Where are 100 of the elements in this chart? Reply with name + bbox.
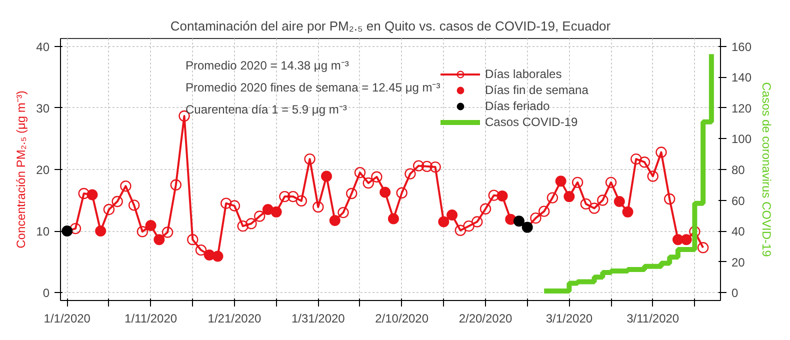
y-tick-label: 10 xyxy=(36,224,50,238)
annotation: Promedio 2020 = 14.38 μg m⁻³ xyxy=(186,58,349,72)
x-tick-label: 2/10/2020 xyxy=(375,312,429,326)
y2-tick-label: 60 xyxy=(732,194,746,208)
point xyxy=(555,176,566,187)
point xyxy=(446,210,458,220)
point xyxy=(396,187,408,198)
y2-tick-label: 40 xyxy=(732,224,746,238)
point xyxy=(254,210,266,222)
x-tick-label: 3/1/2020 xyxy=(546,312,593,326)
y-axis-title: Concentración PM₂.₅ (μg m⁻³) xyxy=(14,90,28,248)
point xyxy=(304,153,316,165)
point xyxy=(412,160,424,172)
point xyxy=(697,242,709,254)
point xyxy=(638,156,650,168)
point xyxy=(270,206,282,218)
point xyxy=(212,250,224,262)
point xyxy=(404,168,416,180)
point xyxy=(388,213,399,224)
point xyxy=(312,201,324,213)
y2-axis-title: Casos de coronavirus COVID-19 xyxy=(760,82,774,258)
point xyxy=(287,190,299,202)
point xyxy=(346,188,358,200)
annotation: Cuarentena día 1 = 5.9 μg m⁻³ xyxy=(186,102,347,116)
point xyxy=(614,196,625,207)
y-tick-label: 0 xyxy=(42,286,50,300)
point xyxy=(329,215,340,226)
point xyxy=(228,200,240,212)
x-tick-label: 1/11/2020 xyxy=(124,312,178,326)
point xyxy=(145,220,156,231)
point xyxy=(480,203,492,214)
y-tick-label: 30 xyxy=(36,102,50,116)
point xyxy=(195,244,207,256)
x-tick-label: 2/20/2020 xyxy=(458,312,513,326)
point xyxy=(656,146,667,158)
x-tick-label: 1/21/2020 xyxy=(208,312,262,326)
point xyxy=(362,177,374,189)
point xyxy=(538,206,550,217)
point xyxy=(354,166,366,178)
y2-tick-label: 80 xyxy=(732,163,746,177)
point xyxy=(296,195,308,206)
x-tick-label: 1/31/2020 xyxy=(291,312,346,326)
point xyxy=(421,160,433,172)
point xyxy=(488,190,500,201)
legend-label: Casos COVID-19 xyxy=(485,115,578,129)
chart-title: Contaminación del aire por PM₂.₅ en Quito vs. casos de COVID-19, Ecuador xyxy=(170,18,612,34)
point xyxy=(162,226,174,238)
point xyxy=(78,188,90,200)
annotation: Promedio 2020 fines de semana = 12.45 μg m⁻³ xyxy=(186,80,440,94)
point xyxy=(136,226,148,238)
point xyxy=(472,216,483,228)
point xyxy=(454,224,466,236)
point xyxy=(154,234,165,246)
y2-tick-label: 120 xyxy=(732,102,752,116)
legend-label: Días feriado xyxy=(485,99,550,113)
point xyxy=(630,153,642,165)
legend-label: Días fin de semana xyxy=(485,83,588,97)
point xyxy=(128,200,140,211)
point xyxy=(262,204,274,215)
point xyxy=(522,222,533,233)
point xyxy=(605,176,617,188)
point xyxy=(597,194,608,206)
point xyxy=(95,226,106,236)
point xyxy=(371,171,382,182)
point xyxy=(546,192,558,204)
x-tick-label: 3/11/2020 xyxy=(626,312,680,326)
legend-label: Días laborales xyxy=(485,67,562,81)
point xyxy=(463,220,474,232)
point xyxy=(62,226,73,236)
point xyxy=(170,179,182,190)
point xyxy=(237,220,248,232)
point xyxy=(572,176,584,188)
point xyxy=(664,193,676,205)
point xyxy=(438,216,450,228)
y2-tick-label: 140 xyxy=(732,70,752,85)
point xyxy=(279,190,290,202)
point xyxy=(338,206,349,218)
point xyxy=(187,234,198,246)
point xyxy=(86,189,98,200)
point xyxy=(120,180,132,192)
y-tick-label: 40 xyxy=(36,40,50,54)
point xyxy=(112,196,123,208)
point xyxy=(513,216,524,227)
point xyxy=(564,191,575,202)
y2-tick-label: 20 xyxy=(732,255,746,270)
point xyxy=(321,170,332,182)
point xyxy=(647,170,658,182)
point xyxy=(622,206,634,218)
point xyxy=(588,202,600,214)
point xyxy=(580,198,592,210)
point xyxy=(496,190,508,202)
point xyxy=(430,161,441,173)
x-tick-label: 1/1/2020 xyxy=(44,312,91,326)
y2-tick-label: 0 xyxy=(732,286,738,300)
point xyxy=(380,186,391,198)
y2-tick-label: 160 xyxy=(732,40,752,54)
point xyxy=(70,222,82,234)
y-tick-label: 20 xyxy=(36,163,50,177)
point xyxy=(530,212,542,224)
point xyxy=(246,218,257,230)
